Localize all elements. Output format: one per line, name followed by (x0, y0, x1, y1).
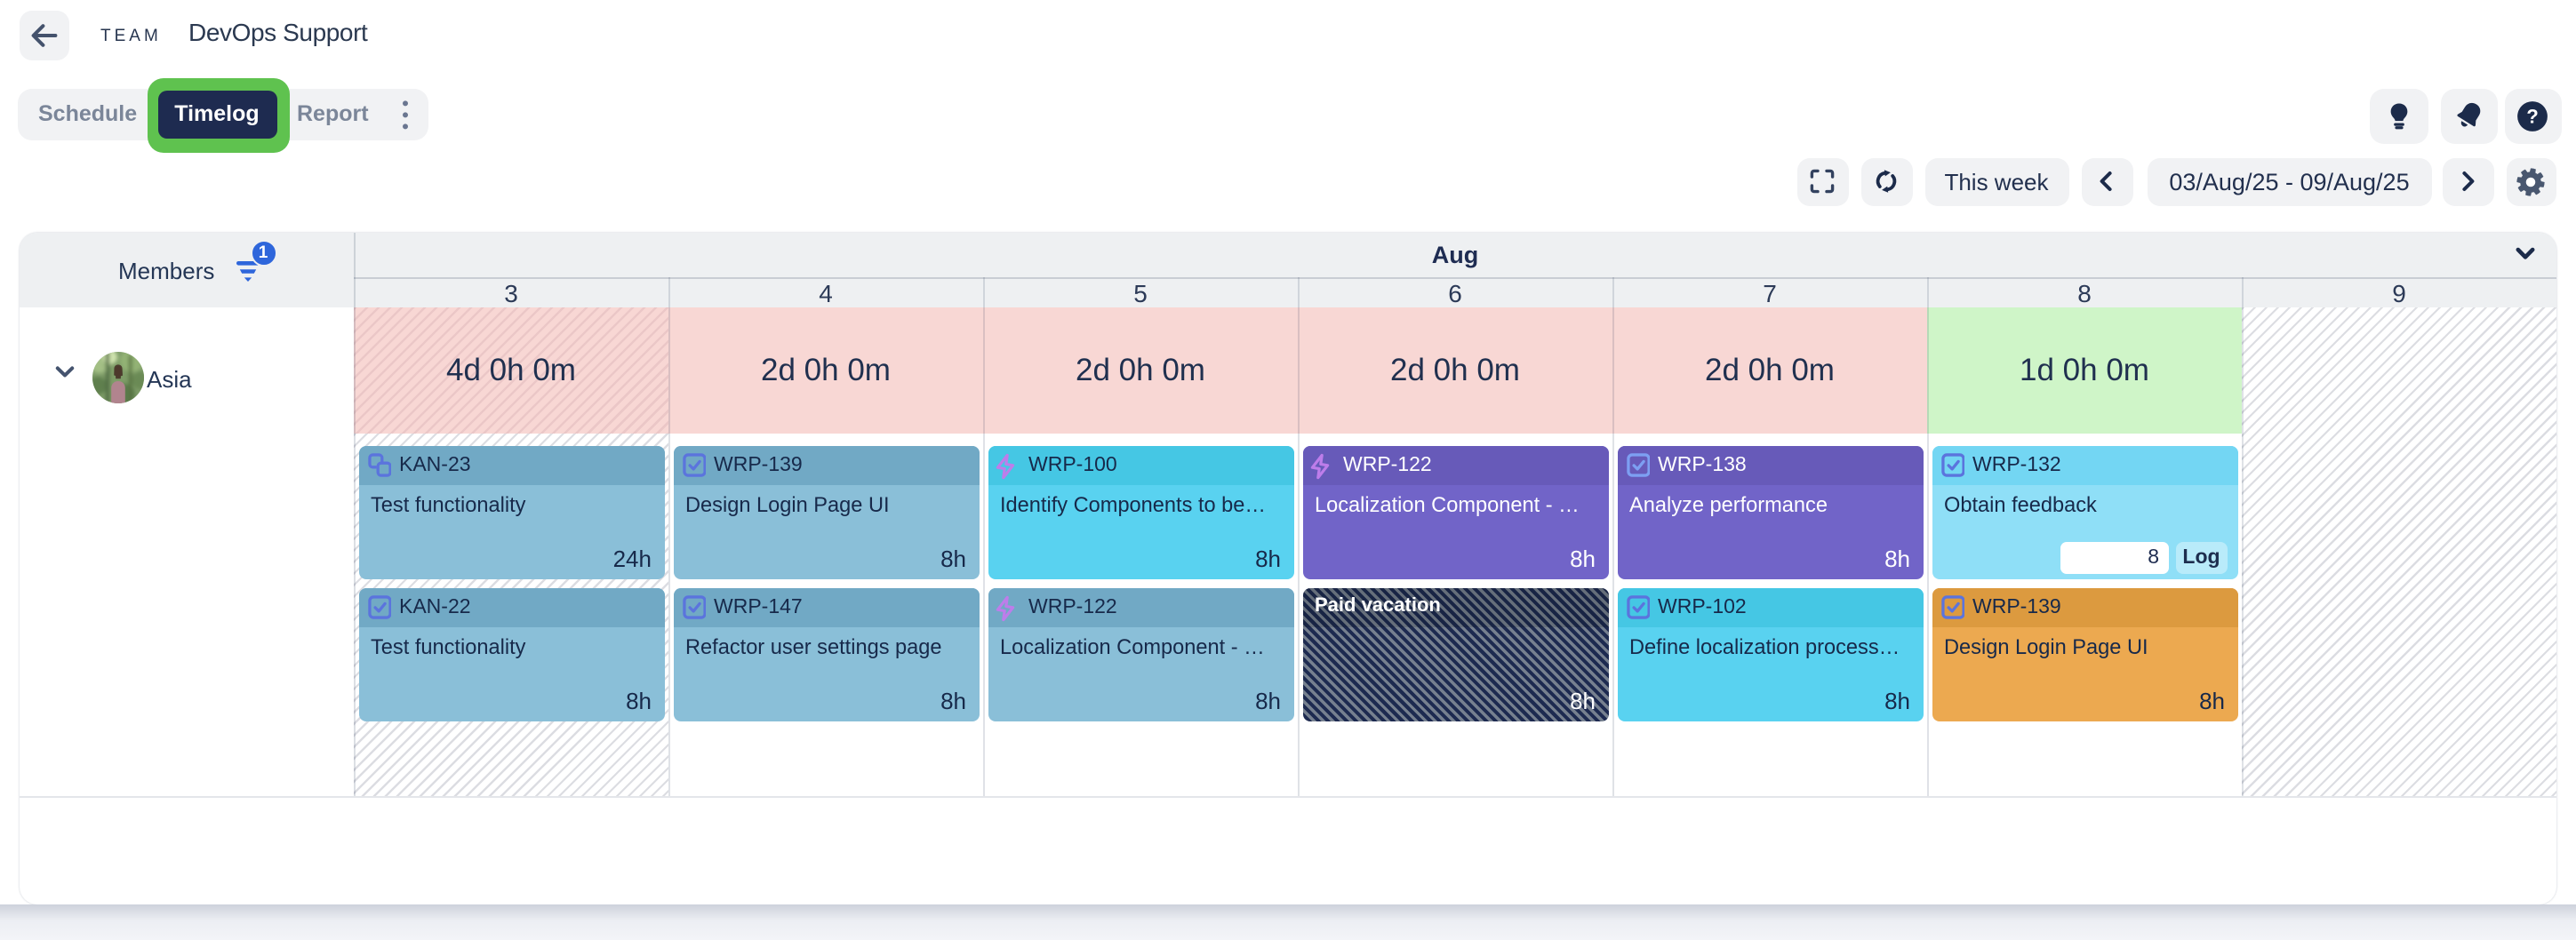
svg-text:?: ? (2527, 105, 2540, 127)
